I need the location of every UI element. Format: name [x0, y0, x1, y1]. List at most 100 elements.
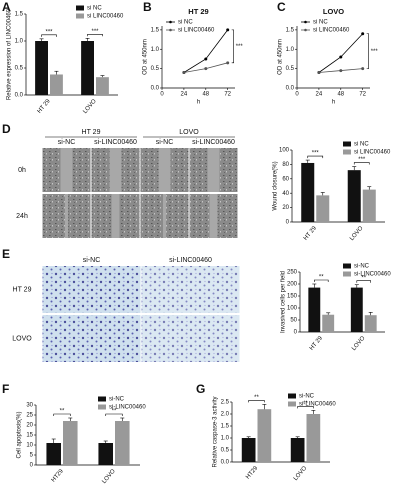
- sig-bracket: [353, 162, 370, 165]
- x-tick-label: 0: [160, 92, 164, 98]
- wound-gap: [111, 194, 120, 238]
- column-label: si-NC: [83, 257, 101, 264]
- legend-marker: [169, 20, 172, 24]
- point: [339, 55, 343, 59]
- bar: [362, 189, 376, 222]
- bar: [257, 409, 272, 462]
- bar: [96, 77, 109, 95]
- sig-bracket: [297, 406, 314, 409]
- x-tick-label: 72: [359, 92, 366, 98]
- legend-swatch: [343, 141, 351, 147]
- wound-gap: [163, 194, 166, 238]
- x-tick-label: HT 29: [303, 225, 318, 242]
- wound-gap: [209, 194, 218, 238]
- invasion-image: [42, 266, 141, 313]
- line: [318, 33, 363, 73]
- legend-label: si LINC00460: [354, 150, 391, 156]
- bar: [364, 315, 377, 332]
- x-tick-label: HT29: [245, 465, 259, 481]
- y-tick-label: 150: [287, 294, 298, 300]
- sig-bracket: [248, 400, 265, 403]
- y-tick-label: 80: [282, 162, 289, 168]
- x-tick-label: LOVO: [82, 98, 98, 115]
- legend-swatch: [288, 393, 296, 399]
- legend-marker: [169, 28, 172, 32]
- point: [361, 32, 365, 36]
- sig-bracket: [105, 413, 123, 416]
- point: [226, 61, 230, 65]
- legend-label: si LINC00460: [178, 28, 215, 34]
- point: [182, 71, 186, 74]
- y-tick-label: 20: [282, 205, 289, 211]
- y-tick-label: 100: [287, 306, 298, 312]
- sig-bracket: [53, 413, 71, 416]
- invasion-image: [42, 315, 141, 362]
- legend-swatch: [76, 5, 84, 11]
- bar: [322, 314, 335, 332]
- bar: [308, 287, 321, 332]
- point: [204, 57, 208, 61]
- legend-swatch: [76, 13, 84, 19]
- panel-letter: D: [2, 122, 11, 136]
- legend-swatch: [98, 404, 106, 410]
- wound-gap: [60, 148, 73, 192]
- y-tick-label: 1.0: [221, 436, 230, 442]
- sig-label: **: [319, 275, 324, 281]
- row-label: 24h: [16, 213, 28, 220]
- panel-letter: G: [196, 382, 205, 396]
- y-tick-label: 0.5: [221, 448, 230, 454]
- sig-label: ***: [312, 151, 320, 157]
- bar: [350, 287, 363, 332]
- sig-bracket: [356, 280, 371, 283]
- legend-label: si-LINC00460: [299, 402, 336, 408]
- panel-letter: F: [2, 382, 9, 396]
- legend-swatch: [98, 396, 106, 402]
- x-tick-label: 48: [337, 92, 344, 98]
- column-label: si-LINC00460: [192, 139, 235, 146]
- column-label: si-LINC00460: [169, 257, 212, 264]
- y-tick-label: 1.5: [221, 424, 230, 430]
- legend-label: si LINC00460: [313, 28, 350, 34]
- legend-label: si LINC00460: [87, 14, 124, 20]
- y-tick-label: 15: [26, 433, 33, 439]
- y-axis-label: OD at 450nm: [143, 39, 149, 75]
- x-tick-label: 72: [224, 92, 231, 98]
- y-tick-label: 0: [30, 463, 34, 469]
- column-group: HT 29: [82, 129, 101, 136]
- bar: [46, 443, 61, 465]
- y-tick-label: 0: [294, 330, 298, 336]
- y-tick-label: 60: [282, 176, 289, 182]
- legend-marker: [304, 20, 307, 24]
- x-tick-label: 0: [295, 92, 299, 98]
- y-tick-label: 10: [26, 443, 33, 449]
- y-tick-label: 1.5: [151, 27, 160, 33]
- chart-title: LOVO: [323, 7, 344, 16]
- sig-label: ***: [358, 157, 366, 163]
- column-label: si-NC: [58, 139, 76, 146]
- panel-letter: A: [2, 0, 11, 14]
- wound-gap: [207, 148, 220, 192]
- bar: [98, 443, 113, 465]
- y-tick-label: 250: [287, 270, 298, 276]
- y-tick-label: 1.0: [286, 47, 295, 53]
- y-tick-label: 20: [26, 423, 33, 429]
- legend-marker: [304, 28, 307, 32]
- row-label: HT 29: [13, 286, 32, 293]
- x-tick-label: 24: [181, 92, 188, 98]
- sig-label: ***: [45, 29, 53, 35]
- point: [204, 67, 208, 71]
- point: [361, 67, 365, 71]
- sig-bracket: [231, 29, 234, 64]
- sig-bracket: [307, 155, 324, 159]
- y-axis-label: OD at 450nm: [278, 39, 284, 75]
- legend-label: si NC: [87, 6, 102, 12]
- sig-bracket: [41, 34, 57, 37]
- y-axis-label: Relative expression of LINC00460: [7, 8, 13, 100]
- sig-label: **: [361, 275, 366, 281]
- point: [226, 28, 230, 32]
- sig-label: **: [303, 401, 308, 407]
- legend-label: si NC: [313, 20, 328, 26]
- bar: [81, 41, 94, 95]
- y-tick-label: 25: [26, 413, 33, 419]
